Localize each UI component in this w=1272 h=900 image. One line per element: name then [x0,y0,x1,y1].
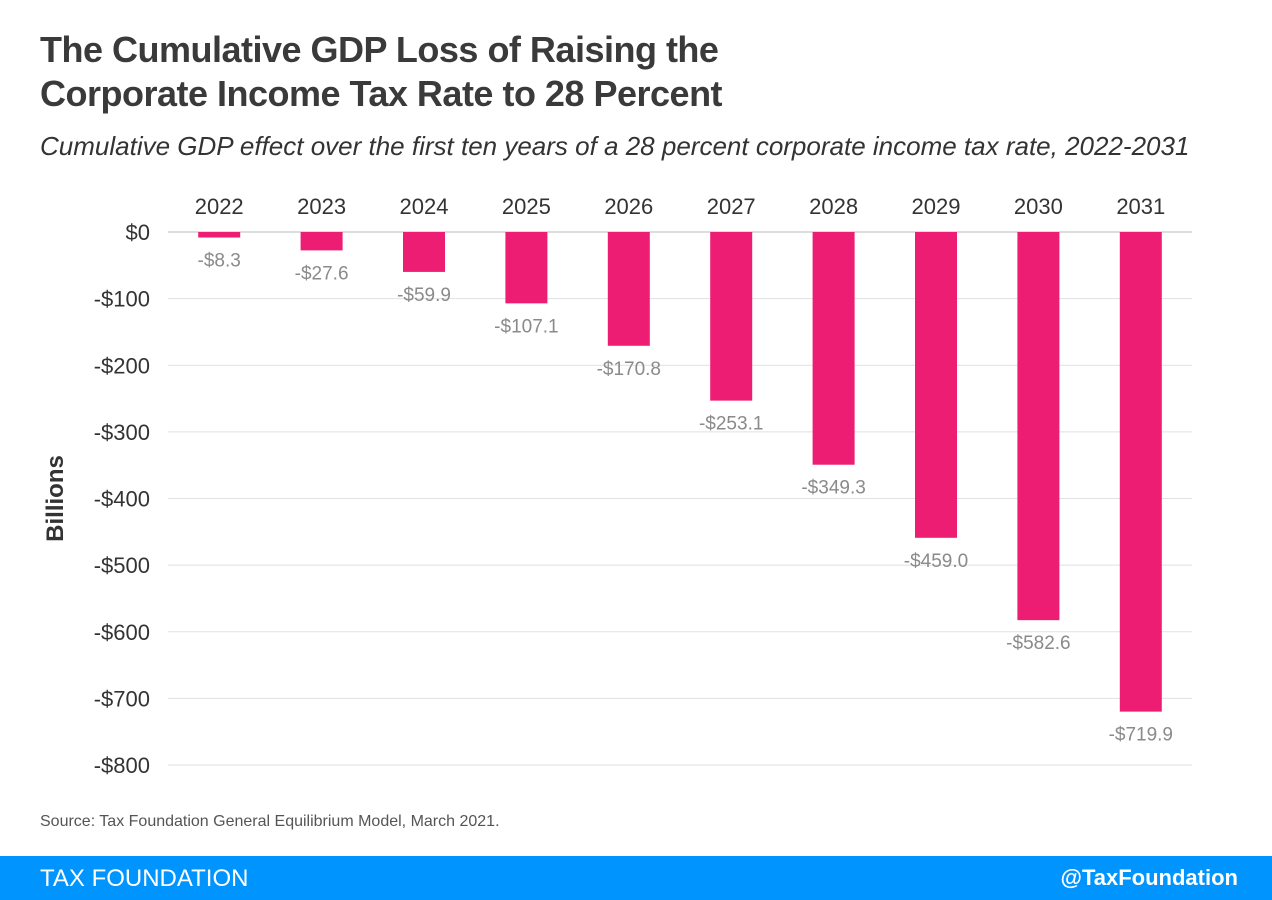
bar [1017,232,1060,621]
bar [1119,232,1162,712]
y-tick-label: -$800 [94,753,150,778]
x-tick-label: 2022 [195,194,244,219]
data-label: -$59.9 [397,285,451,306]
bar [812,232,855,465]
y-tick-label: -$500 [94,553,150,578]
chart-subtitle: Cumulative GDP effect over the first ten… [40,131,1190,161]
x-tick-label: 2025 [502,194,551,219]
bar [607,232,650,346]
data-label: -$582.6 [1006,633,1070,654]
data-label: -$719.9 [1109,725,1173,746]
bar [915,232,957,538]
x-tick-label: 2023 [297,194,346,219]
chart-title: The Cumulative GDP Loss of Raising the C… [40,28,1220,116]
y-tick-label: $0 [126,220,150,245]
bar [198,232,241,238]
footer-bar: TAX FOUNDATION @TaxFoundation [0,856,1272,900]
x-tick-label: 2030 [1014,194,1063,219]
data-label: -$8.3 [198,251,241,272]
twitter-handle: @TaxFoundation [1060,865,1238,890]
source-note: Source: Tax Foundation General Equilibri… [40,813,500,830]
brand-name: TAX FOUNDATION [40,865,249,892]
y-axis-label: Billions [42,455,69,542]
bar [505,232,548,304]
y-tick-label: -$300 [94,420,150,445]
bar [300,232,343,251]
x-tick-label: 2024 [400,194,449,219]
data-label: -$253.1 [699,414,763,435]
data-label: -$170.8 [597,359,661,380]
bar-chart: $0 -$100 -$200 -$300 -$400 -$500 -$600 -$700 -$8… [42,194,1192,778]
x-tick-label: 2029 [912,194,961,219]
y-tick-label: -$200 [94,353,150,378]
data-label: -$107.1 [494,316,558,337]
y-tick-label: -$600 [94,620,150,645]
title-line-2: Corporate Income Tax Rate to 28 Percent [40,73,723,114]
y-tick-label: -$100 [94,287,150,312]
data-label: -$27.6 [295,263,349,284]
x-tick-label: 2027 [707,194,756,219]
bar [403,232,445,272]
title-line-1: The Cumulative GDP Loss of Raising the [40,29,719,70]
bar [710,232,753,401]
x-tick-label: 2026 [604,194,653,219]
data-label: -$349.3 [801,478,865,499]
x-tick-label: 2028 [809,194,858,219]
data-label: -$459.0 [904,551,968,572]
y-tick-label: -$700 [94,686,150,711]
x-tick-label: 2031 [1116,194,1165,219]
y-tick-label: -$400 [94,487,150,512]
